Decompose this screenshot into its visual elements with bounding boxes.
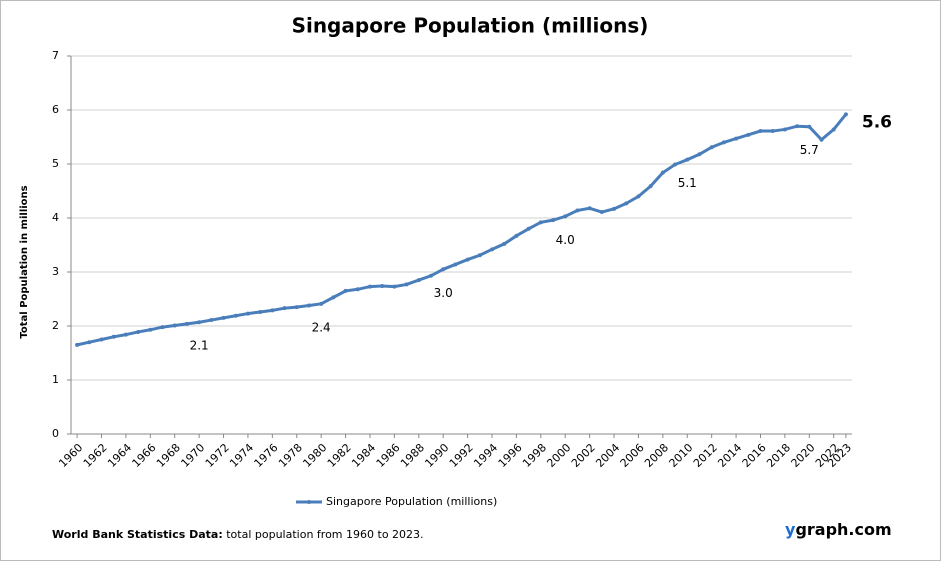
- point: [685, 157, 690, 162]
- point: [843, 112, 848, 117]
- point: [233, 313, 238, 318]
- brand-rest: graph.com: [795, 520, 891, 539]
- legend-label: Singapore Population (millions): [326, 495, 497, 508]
- point: [526, 226, 531, 231]
- point: [673, 162, 678, 167]
- point: [319, 301, 324, 306]
- point: [160, 325, 165, 330]
- y-axis-title: Total Population in millions: [19, 185, 30, 338]
- line: [76, 113, 848, 347]
- point: [209, 318, 214, 323]
- brand: ygraph.com: [785, 520, 892, 539]
- point: [624, 201, 629, 206]
- point: [428, 273, 433, 278]
- point: [331, 295, 336, 300]
- chart-title: Singapore Population (millions): [292, 14, 649, 38]
- annotation: 2.1: [190, 339, 209, 353]
- point: [734, 136, 739, 141]
- source-note: World Bank Statistics Data: total popula…: [52, 528, 424, 541]
- point: [758, 129, 763, 134]
- point: [343, 288, 348, 293]
- point: [490, 247, 495, 252]
- point: [221, 315, 226, 320]
- y-tick-label: 0: [52, 427, 59, 440]
- point: [831, 127, 836, 132]
- point: [746, 132, 751, 137]
- point: [184, 321, 189, 326]
- point: [416, 278, 421, 283]
- point: [477, 253, 482, 258]
- point: [807, 124, 812, 129]
- point: [294, 305, 299, 310]
- annotation: 4.0: [556, 233, 575, 247]
- point: [612, 206, 617, 211]
- point: [709, 145, 714, 150]
- point: [148, 327, 153, 332]
- point: [587, 206, 592, 211]
- y-tick-label: 1: [52, 373, 59, 386]
- point: [551, 218, 556, 223]
- point: [538, 220, 543, 225]
- legend-marker: [307, 500, 311, 504]
- y-tick-label: 2: [52, 319, 59, 332]
- y-tick-label: 7: [52, 49, 59, 62]
- point: [392, 284, 397, 289]
- point: [282, 306, 287, 311]
- point: [514, 233, 519, 238]
- point: [87, 340, 92, 345]
- point: [575, 208, 580, 213]
- point: [465, 257, 470, 262]
- point: [123, 332, 128, 337]
- point: [380, 284, 385, 289]
- point: [441, 267, 446, 272]
- point: [111, 334, 116, 339]
- y-tick-label: 5: [52, 157, 59, 170]
- point: [453, 262, 458, 267]
- point: [782, 127, 787, 132]
- annotation: 3.0: [434, 286, 453, 300]
- y-tick-label: 6: [52, 103, 59, 116]
- brand-prefix: y: [785, 520, 796, 539]
- point: [563, 214, 568, 219]
- point: [258, 309, 263, 314]
- source-text: total population from 1960 to 2023.: [226, 528, 423, 541]
- source-label: World Bank Statistics Data:: [52, 528, 223, 541]
- y-tick-label: 3: [52, 265, 59, 278]
- point: [99, 337, 104, 342]
- point: [306, 303, 311, 308]
- annotation: 5.7: [800, 143, 819, 157]
- point: [660, 170, 665, 175]
- point: [599, 210, 604, 215]
- point: [270, 308, 275, 313]
- point: [721, 140, 726, 145]
- annotation: 2.4: [312, 320, 331, 334]
- point: [648, 184, 653, 189]
- point: [245, 311, 250, 316]
- point: [795, 124, 800, 129]
- point: [197, 320, 202, 325]
- point: [355, 287, 360, 292]
- point: [502, 241, 507, 246]
- point: [136, 329, 141, 334]
- y-tick-label: 4: [52, 211, 59, 224]
- point: [75, 342, 80, 347]
- point: [172, 323, 177, 328]
- point: [770, 129, 775, 134]
- point: [404, 282, 409, 287]
- point: [819, 137, 824, 142]
- point: [636, 194, 641, 199]
- annotation: 5.6: [862, 112, 892, 132]
- annotation: 5.1: [678, 176, 697, 190]
- point: [367, 284, 372, 289]
- point: [697, 152, 702, 157]
